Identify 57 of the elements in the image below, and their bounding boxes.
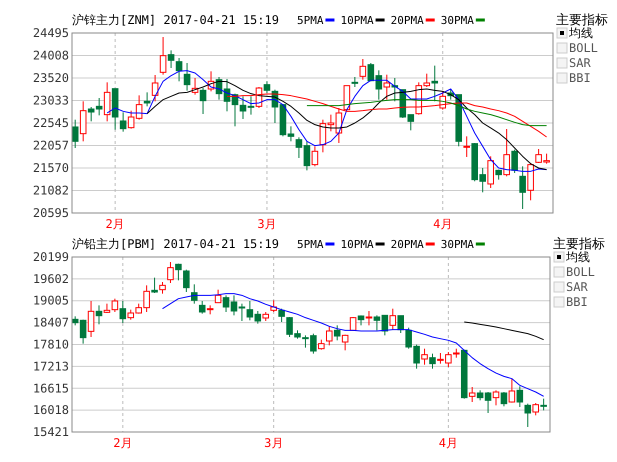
text: SAR — [569, 56, 592, 70]
candlestick — [463, 136, 470, 158]
y-tick-label: 19005 — [32, 294, 69, 308]
candlestick — [519, 166, 526, 210]
candlestick — [80, 100, 86, 142]
chart-title: 沪铅主力[PBM] 2017-04-21 15:19 — [72, 237, 279, 251]
y-tick-label: 24495 — [32, 26, 69, 40]
candlestick — [120, 300, 126, 324]
x-tick-label: 4月 — [438, 436, 458, 450]
y-tick-label: 20199 — [32, 250, 69, 264]
y-tick-label: 18407 — [32, 316, 69, 330]
text: SAR — [566, 280, 588, 294]
candlestick — [104, 82, 110, 122]
legend-label: 10PMA — [340, 14, 374, 27]
text: 均线 — [565, 250, 590, 264]
legend-label: 30PMA — [440, 238, 474, 251]
legend-label: 5PMA — [296, 14, 324, 27]
text: BOLL — [569, 41, 598, 55]
chart-title: 沪锌主力[ZNM] 2017-04-21 15:19 — [72, 13, 279, 27]
y-tick-label: 21570 — [32, 161, 69, 175]
legend-label: 10PMA — [340, 238, 374, 251]
y-tick-label: 21082 — [32, 184, 69, 198]
legend-label: 20PMA — [390, 14, 424, 27]
line-series — [146, 80, 548, 170]
x-tick-label: 2月 — [113, 436, 132, 450]
y-tick-label: 17810 — [32, 338, 69, 352]
x-tick-label: 3月 — [257, 217, 277, 231]
candlestick — [184, 62, 190, 92]
line-series — [162, 293, 544, 397]
candlestick — [96, 304, 102, 325]
candlestick — [366, 310, 372, 326]
text: 主要指标 — [556, 12, 608, 28]
text: BBI — [566, 295, 588, 309]
y-tick-label: 17213 — [32, 359, 69, 374]
y-tick-label: 20595 — [32, 206, 69, 220]
y-tick-label: 22057 — [32, 138, 69, 153]
y-tick-label: 19602 — [32, 272, 69, 286]
y-tick-label: 24008 — [32, 48, 69, 62]
y-tick-label: 15421 — [32, 425, 69, 439]
legend-label: 5PMA — [296, 238, 324, 251]
text: 均线 — [568, 26, 593, 40]
text: 主要指标 — [553, 236, 605, 252]
legend-label: 20PMA — [390, 238, 424, 251]
y-tick-label: 23520 — [32, 71, 69, 85]
y-tick-label: 16615 — [32, 381, 69, 396]
candlestick — [144, 92, 150, 107]
y-tick-label: 22545 — [32, 116, 69, 130]
text: BOLL — [566, 265, 595, 279]
legend-label: 30PMA — [440, 14, 474, 27]
x-tick-label: 3月 — [264, 436, 284, 450]
y-tick-label: 16018 — [32, 403, 69, 418]
candlestick — [431, 65, 438, 102]
x-tick-label: 4月 — [433, 217, 452, 231]
text: BBI — [569, 71, 591, 85]
x-tick-label: 2月 — [106, 217, 125, 231]
y-tick-label: 23033 — [32, 93, 69, 108]
line-series — [464, 322, 544, 340]
